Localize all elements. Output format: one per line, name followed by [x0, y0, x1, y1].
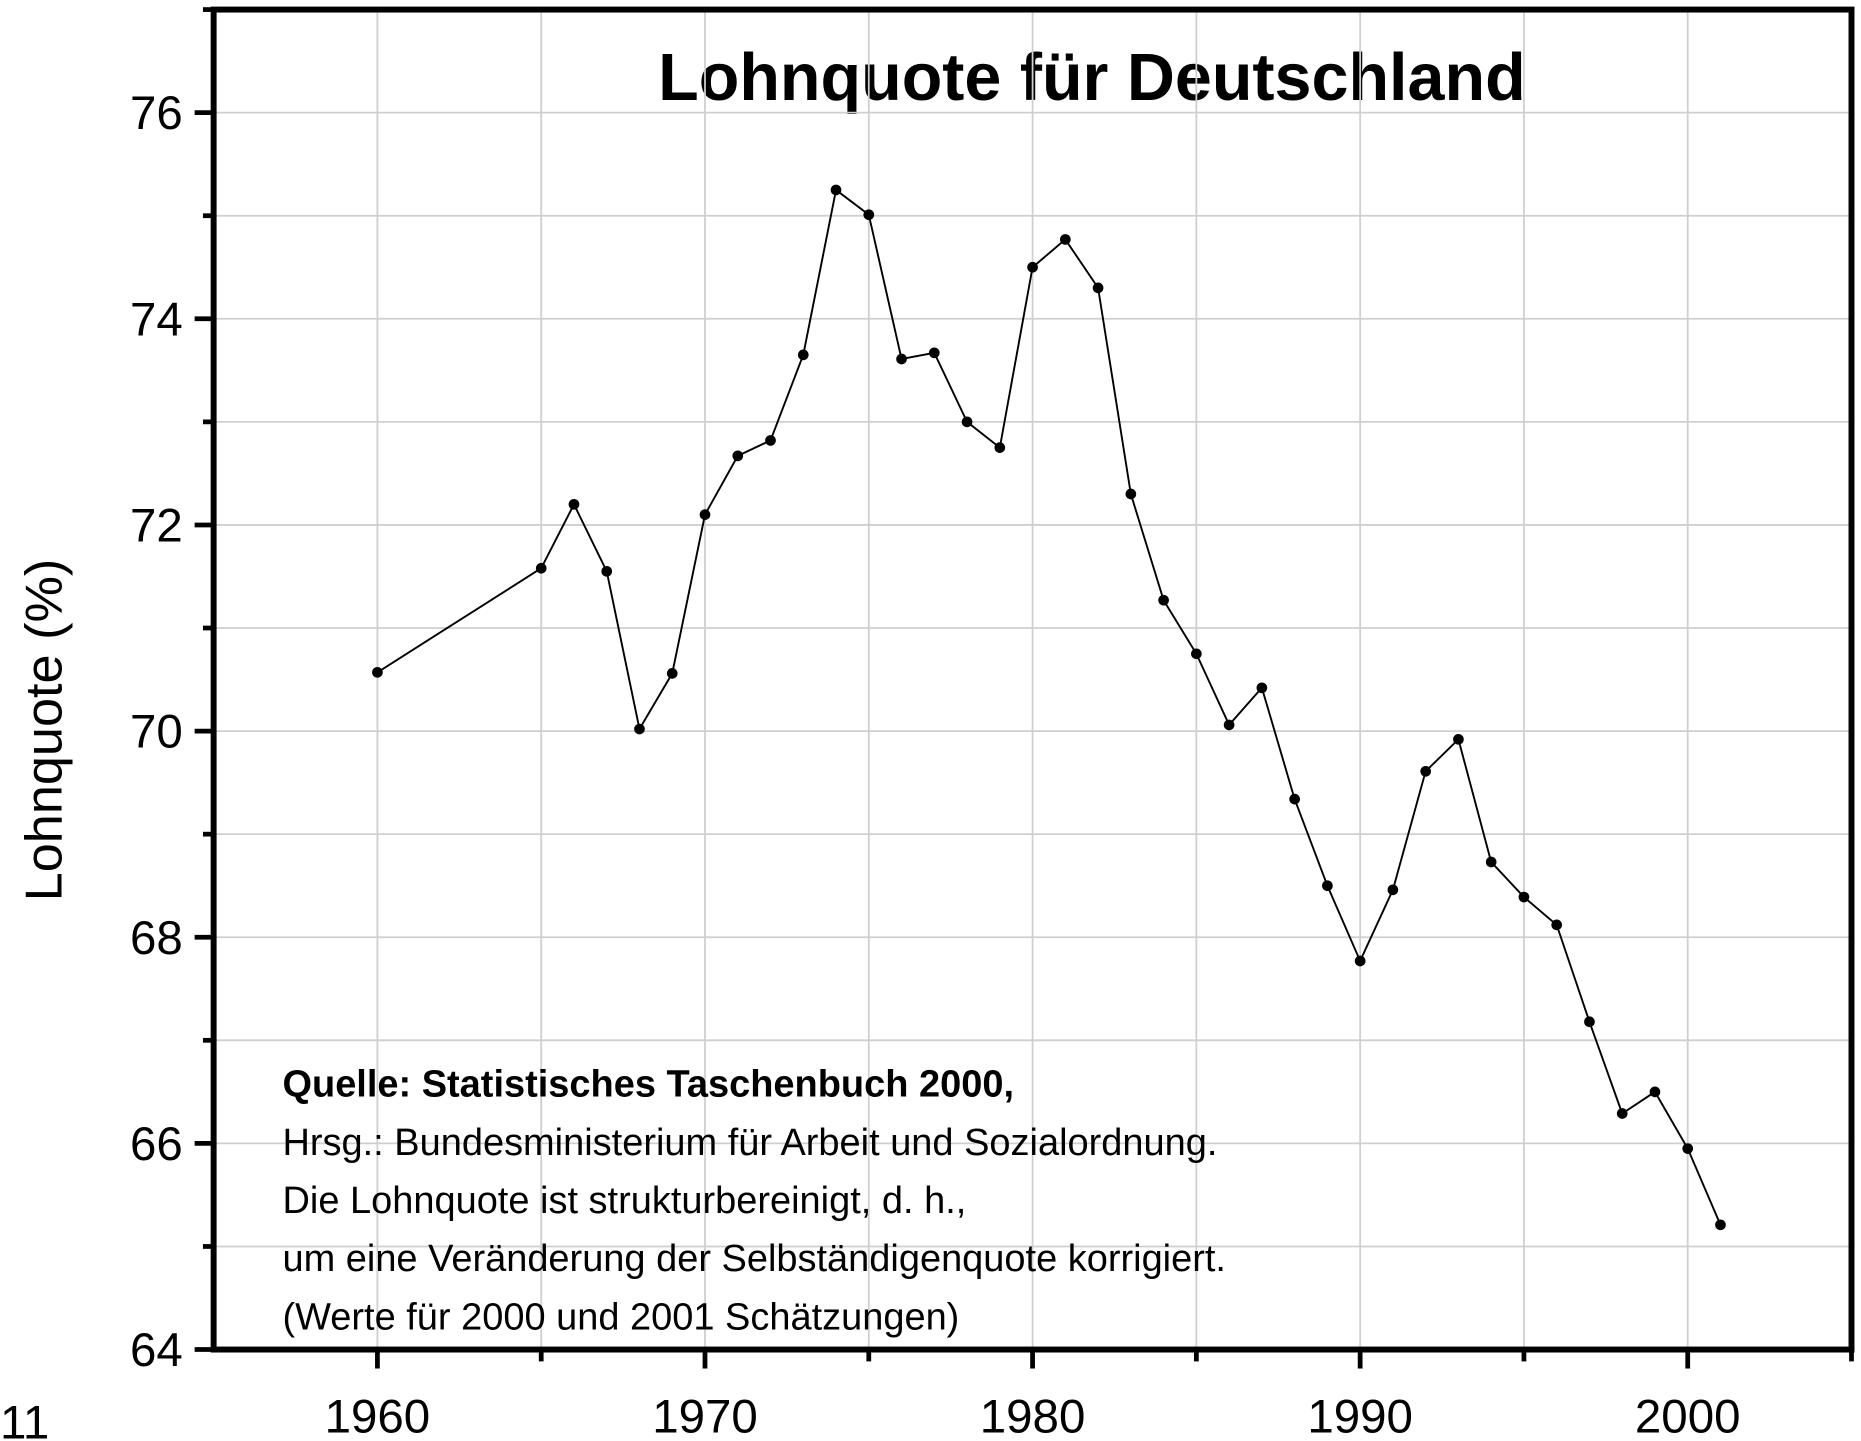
data-point: [1289, 793, 1300, 805]
y-tick-label: 72: [130, 500, 183, 553]
annotation: (Werte für 2000 und 2001 Schätzungen): [282, 1296, 959, 1338]
data-point: [830, 184, 842, 196]
y-tick-label: 64: [130, 1324, 183, 1377]
y-tick-label: 68: [130, 912, 183, 965]
data-point: [1420, 765, 1431, 777]
data-point: [797, 349, 809, 361]
data-point: [961, 416, 973, 428]
data-point: [1682, 1143, 1694, 1154]
annotation: um eine Veränderung der Selbständigenquo…: [282, 1238, 1226, 1280]
data-point: [568, 498, 580, 510]
data-point: [699, 509, 711, 520]
data-point: [1485, 856, 1497, 868]
annotation: Hrsg.: Bundesministerium für Arbeit und …: [282, 1122, 1217, 1164]
data-point: [863, 209, 875, 221]
data-point: [535, 562, 547, 574]
x-tick-label: 1960: [325, 1391, 431, 1441]
y-tick-label: 76: [130, 87, 183, 140]
data-point: [601, 565, 613, 577]
data-point: [1256, 682, 1268, 694]
y-tick-label: 74: [130, 293, 183, 346]
y-tick-label: 70: [130, 706, 183, 759]
page-number: 11: [0, 1397, 49, 1441]
data-point: [1322, 880, 1333, 892]
annotation: Quelle: Statistisches Taschenbuch 2000,: [282, 1064, 1014, 1106]
data-point: [1354, 955, 1366, 967]
y-axis-label: Lohnquote (%): [16, 559, 74, 902]
data-point: [928, 347, 940, 359]
data-point: [896, 353, 907, 365]
data-point: [994, 442, 1006, 453]
x-tick-label: 2000: [1635, 1391, 1741, 1441]
data-point: [634, 723, 645, 735]
data-point: [1584, 1016, 1595, 1028]
x-tick-label: 1970: [652, 1391, 758, 1441]
data-point: [1616, 1108, 1628, 1119]
data-point: [1518, 891, 1530, 903]
data-point: [1453, 733, 1464, 745]
annotation: Die Lohnquote ist strukturbereinigt, d. …: [282, 1180, 966, 1222]
chart-title: Lohnquote für Deutschland: [658, 41, 1526, 115]
data-point: [666, 668, 678, 679]
data-point: [1125, 488, 1137, 500]
data-point: [1551, 919, 1563, 931]
data-point: [765, 435, 776, 446]
data-point: [732, 450, 744, 462]
data-line: [376, 188, 1722, 1226]
data-point: [1027, 261, 1038, 273]
data-point: [1158, 594, 1169, 606]
data-point: [372, 666, 383, 678]
data-point: [1649, 1086, 1661, 1098]
data-point: [1387, 884, 1399, 896]
x-tick-label: 1990: [1307, 1391, 1413, 1441]
y-tick-label: 66: [130, 1118, 183, 1171]
data-point: [1715, 1219, 1726, 1231]
data-point: [1191, 648, 1202, 660]
x-tick-label: 1980: [980, 1391, 1086, 1441]
data-point: [1092, 282, 1104, 294]
data-point: [1223, 719, 1235, 731]
data-point: [1059, 234, 1071, 245]
